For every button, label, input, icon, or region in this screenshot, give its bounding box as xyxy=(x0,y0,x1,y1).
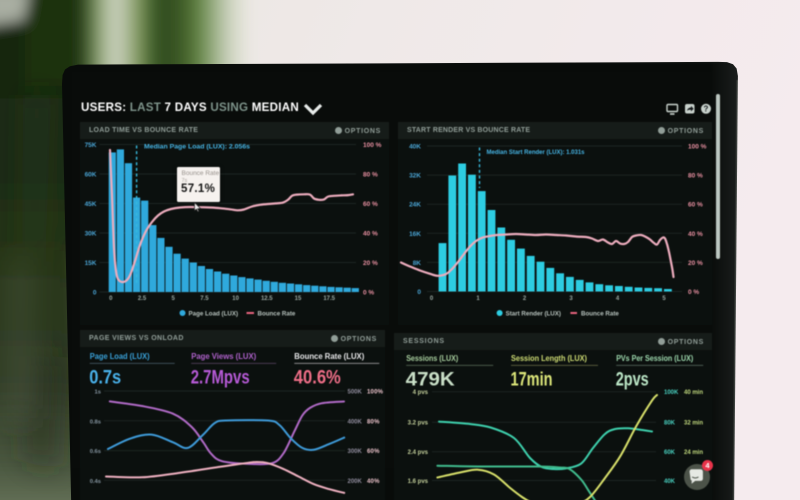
svg-text:100K: 100K xyxy=(664,390,679,396)
svg-text:0.4s: 0.4s xyxy=(90,479,101,485)
svg-text:24 min: 24 min xyxy=(684,450,703,456)
svg-text:75K: 75K xyxy=(85,142,97,149)
svg-text:0 %: 0 % xyxy=(688,289,699,296)
svg-text:45K: 45K xyxy=(85,201,97,208)
svg-text:40 min: 40 min xyxy=(684,390,703,396)
svg-text:PVs Per Session (LUX): PVs Per Session (LUX) xyxy=(616,354,693,363)
svg-text:2.5: 2.5 xyxy=(138,296,147,302)
svg-text:?: ? xyxy=(704,105,709,114)
svg-text:1.6 pvs: 1.6 pvs xyxy=(408,479,429,485)
svg-text:40.6%: 40.6% xyxy=(294,367,341,389)
svg-text:479K: 479K xyxy=(406,369,455,391)
svg-text:0: 0 xyxy=(93,290,97,297)
svg-text:3: 3 xyxy=(569,296,573,302)
svg-text:60%: 60% xyxy=(367,449,380,455)
svg-text:32K: 32K xyxy=(409,173,421,180)
svg-text:Bounce Rate (LUX): Bounce Rate (LUX) xyxy=(294,352,364,361)
svg-text:12.5: 12.5 xyxy=(261,296,273,302)
svg-text:8K: 8K xyxy=(413,260,422,267)
svg-text:2.4 pvs: 2.4 pvs xyxy=(408,450,429,456)
svg-text:Session Length (LUX): Session Length (LUX) xyxy=(511,354,587,363)
svg-text:0: 0 xyxy=(417,289,421,296)
svg-text:80 %: 80 % xyxy=(688,173,703,180)
svg-text:10: 10 xyxy=(232,296,239,302)
svg-text:1: 1 xyxy=(476,296,480,302)
svg-text:17.5: 17.5 xyxy=(323,296,335,302)
svg-text:40%: 40% xyxy=(367,479,380,485)
svg-text:Bounce Rate: Bounce Rate xyxy=(581,311,619,318)
svg-text:40 %: 40 % xyxy=(363,231,378,238)
svg-text:15: 15 xyxy=(295,296,302,302)
svg-text:300K: 300K xyxy=(348,449,363,455)
svg-text:Median Page Load (LUX): 2.056s: Median Page Load (LUX): 2.056s xyxy=(144,144,251,151)
svg-text:7.5: 7.5 xyxy=(200,296,209,302)
svg-text:15K: 15K xyxy=(85,260,97,267)
svg-text:0: 0 xyxy=(109,296,113,302)
svg-text:3.2 pvs: 3.2 pvs xyxy=(408,421,429,427)
svg-text:100%: 100% xyxy=(367,390,384,396)
svg-text:Start Render (LUX): Start Render (LUX) xyxy=(506,311,561,318)
svg-text:17min: 17min xyxy=(511,369,553,391)
svg-text:Page Load (LUX): Page Load (LUX) xyxy=(189,311,239,318)
svg-text:100 %: 100 % xyxy=(688,144,707,151)
svg-text:Sessions (LUX): Sessions (LUX) xyxy=(406,354,458,363)
svg-text:32 min: 32 min xyxy=(684,421,703,427)
svg-text:400K: 400K xyxy=(348,419,363,425)
svg-text:20 %: 20 % xyxy=(363,260,378,267)
svg-text:24K: 24K xyxy=(409,202,421,209)
svg-text:5: 5 xyxy=(172,296,176,302)
svg-text:2: 2 xyxy=(523,296,527,302)
svg-text:0.7s: 0.7s xyxy=(89,367,121,389)
svg-text:60 %: 60 % xyxy=(363,201,378,208)
svg-text:4: 4 xyxy=(616,296,620,302)
svg-text:30K: 30K xyxy=(85,231,97,238)
svg-text:4 pvs: 4 pvs xyxy=(413,390,429,396)
svg-text:60K: 60K xyxy=(664,450,676,456)
svg-text:500K: 500K xyxy=(348,390,363,396)
svg-text:0.8s: 0.8s xyxy=(90,419,101,425)
svg-text:Median Start Render (LUX): 1.0: Median Start Render (LUX): 1.031s xyxy=(487,149,586,156)
svg-text:2pvs: 2pvs xyxy=(616,369,649,391)
svg-text:5: 5 xyxy=(662,296,666,302)
svg-text:Page Views (LUX): Page Views (LUX) xyxy=(191,352,256,361)
svg-text:80 %: 80 % xyxy=(363,172,378,179)
svg-text:0: 0 xyxy=(430,296,434,302)
svg-text:40 %: 40 % xyxy=(688,231,703,238)
svg-text:80%: 80% xyxy=(367,419,380,425)
svg-text:60 %: 60 % xyxy=(688,202,703,209)
svg-text:60K: 60K xyxy=(85,172,97,179)
svg-text:Bounce Rate: Bounce Rate xyxy=(258,311,296,318)
svg-text:40K: 40K xyxy=(409,144,421,151)
svg-text:100 %: 100 % xyxy=(363,142,382,149)
svg-text:80K: 80K xyxy=(664,421,676,427)
svg-text:2.7Mpvs: 2.7Mpvs xyxy=(191,367,250,389)
svg-text:200K: 200K xyxy=(348,479,363,485)
svg-text:16K: 16K xyxy=(409,231,421,238)
svg-text:1s: 1s xyxy=(95,390,101,396)
svg-text:20 %: 20 % xyxy=(688,260,703,267)
svg-text:Page Load (LUX): Page Load (LUX) xyxy=(90,352,150,361)
svg-text:40K: 40K xyxy=(664,479,676,485)
svg-text:0 %: 0 % xyxy=(363,290,374,297)
svg-text:0.6s: 0.6s xyxy=(90,449,101,455)
